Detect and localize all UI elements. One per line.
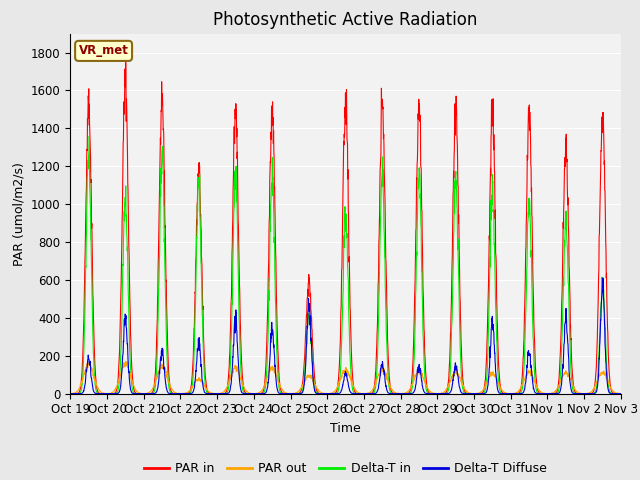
PAR in <box>374 303 381 309</box>
PAR out <box>122 359 129 364</box>
Delta-T in <box>85 133 93 139</box>
Delta-T Diffuse <box>506 391 513 396</box>
PAR out <box>569 382 577 387</box>
Delta-T in <box>584 391 592 396</box>
Delta-T Diffuse <box>568 390 576 396</box>
Delta-T Diffuse <box>599 275 607 281</box>
Delta-T Diffuse <box>362 391 369 396</box>
PAR in <box>506 391 514 396</box>
PAR in <box>220 391 228 396</box>
PAR in <box>569 373 577 379</box>
PAR out <box>213 391 221 396</box>
Line: Delta-T Diffuse: Delta-T Diffuse <box>70 278 621 394</box>
PAR in <box>67 391 74 396</box>
Delta-T in <box>67 391 74 396</box>
Title: Photosynthetic Active Radiation: Photosynthetic Active Radiation <box>213 11 478 29</box>
PAR out <box>221 388 228 394</box>
Delta-T in <box>323 391 331 396</box>
PAR out <box>362 391 370 396</box>
Delta-T Diffuse <box>324 391 332 396</box>
PAR in <box>122 60 129 65</box>
PAR out <box>506 391 514 396</box>
PAR in <box>617 391 625 396</box>
Line: Delta-T in: Delta-T in <box>70 136 621 394</box>
Delta-T Diffuse <box>584 391 591 396</box>
Delta-T in <box>374 343 381 348</box>
Delta-T in <box>569 386 577 392</box>
PAR out <box>67 391 74 396</box>
Delta-T Diffuse <box>220 391 228 396</box>
Delta-T in <box>617 391 625 396</box>
Line: PAR in: PAR in <box>70 62 621 394</box>
PAR in <box>362 391 370 396</box>
PAR in <box>287 391 294 396</box>
Delta-T Diffuse <box>67 391 74 396</box>
Delta-T Diffuse <box>374 388 381 394</box>
PAR in <box>584 391 592 396</box>
Legend: PAR in, PAR out, Delta-T in, Delta-T Diffuse: PAR in, PAR out, Delta-T in, Delta-T Dif… <box>139 457 552 480</box>
Delta-T in <box>506 391 514 396</box>
Delta-T in <box>220 391 228 396</box>
Text: VR_met: VR_met <box>79 44 129 58</box>
Delta-T Diffuse <box>617 391 625 396</box>
PAR out <box>584 390 592 396</box>
PAR out <box>617 391 625 396</box>
Y-axis label: PAR (umol/m2/s): PAR (umol/m2/s) <box>12 162 26 265</box>
Delta-T in <box>362 391 370 396</box>
PAR out <box>374 373 381 379</box>
X-axis label: Time: Time <box>330 422 361 435</box>
Line: PAR out: PAR out <box>70 361 621 394</box>
